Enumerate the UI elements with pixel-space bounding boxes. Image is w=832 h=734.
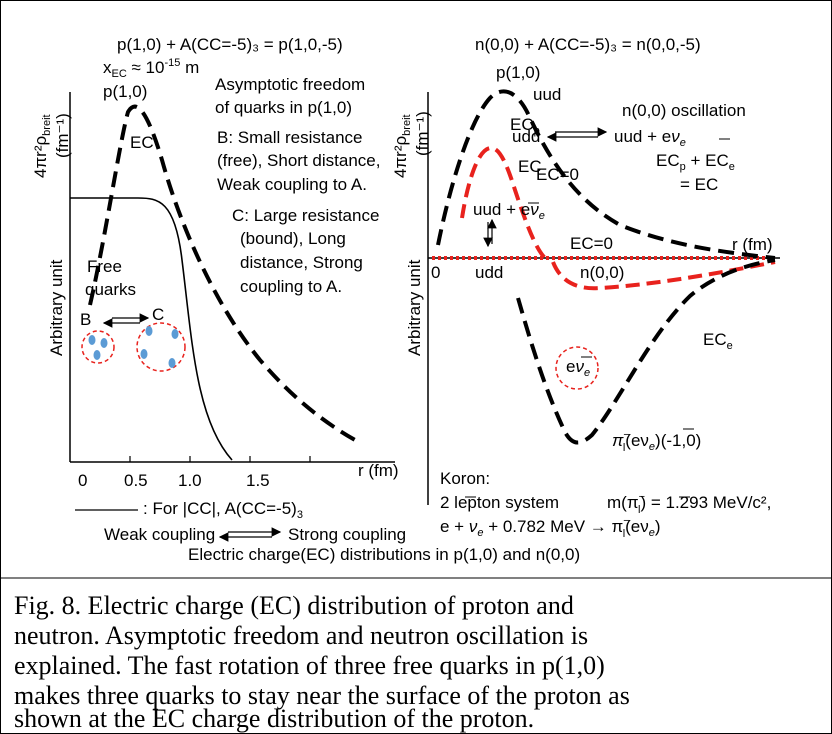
quark-dot xyxy=(171,329,179,339)
right-ylabel-rho: 4πr²ρbreit xyxy=(391,114,413,178)
quark-dot xyxy=(100,338,108,348)
ec-zero-axis: EC=0 xyxy=(570,234,613,253)
n00-label: n(0,0) xyxy=(580,263,624,282)
right-ylabel-unit: (fm⁻¹) xyxy=(413,111,432,156)
uud-mid: uud + eνe xyxy=(473,200,545,222)
osc-title: n(0,0) oscillation xyxy=(622,101,746,120)
ec-zero-left: EC=0 xyxy=(536,165,579,184)
right-xlabel: r (fm) xyxy=(732,235,773,254)
caption-line-5: shown at the EC charge distribution of t… xyxy=(14,704,534,733)
quark-dot xyxy=(168,358,176,368)
caption-line-3: explained. The fast rotation of three fr… xyxy=(14,651,605,680)
udd-label: udd xyxy=(475,263,503,282)
caption-line-4: makes three quarks to stay near the surf… xyxy=(14,681,630,710)
decay-equation: e + νe + 0.782 MeV → π− l(eνe) xyxy=(440,515,661,540)
left-panel: p(1,0) + A(CC=-5)₃ = p(1,0,-5) xEC ≈ 10-… xyxy=(31,35,406,544)
xec-label: xEC ≈ 10-15 m xyxy=(103,57,199,80)
left-tick-05: 0.5 xyxy=(124,471,148,490)
left-tick-0: 0 xyxy=(78,471,87,490)
proton-ec-curve xyxy=(88,104,356,442)
ece-label: ECe xyxy=(703,330,733,352)
right-zero: 0 xyxy=(431,263,440,282)
bottom-label: Electric charge(EC) distributions in p(1… xyxy=(188,545,580,564)
circle-lepton-label: eνe xyxy=(566,357,590,379)
right-panel: n(0,0) + A(CC=-5)₃ = n(0,0,-5) p(1,0) uu… xyxy=(391,35,780,540)
osc-uud: uud + eνe xyxy=(614,127,686,149)
left-ylabel-rho: 4πr²ρbreit xyxy=(31,114,53,178)
c-text-2: (bound), Long xyxy=(240,229,346,248)
strong-coupling-label: Strong coupling xyxy=(288,525,406,544)
sum-line: ECp + ECe xyxy=(656,151,735,173)
b-label: B xyxy=(80,310,91,329)
quark-dot xyxy=(140,349,148,359)
legend-text: : For |CC|, A(CC=-5)3 xyxy=(143,499,303,521)
left-p10-label: p(1,0) xyxy=(103,82,147,101)
quark-circle-c xyxy=(136,322,186,372)
right-ylabel-arb: Arbitrary unit xyxy=(405,259,424,356)
left-ec-label: EC xyxy=(130,133,154,152)
weak-coupling-label: Weak coupling xyxy=(104,525,215,544)
left-tick-15: 1.5 xyxy=(246,471,270,490)
osc-udd: udd xyxy=(512,127,540,146)
quark-dot xyxy=(93,350,101,360)
asym-line2: of quarks in p(1,0) xyxy=(215,98,352,117)
ecp-label: ECp xyxy=(510,115,540,137)
quark-dot xyxy=(145,326,153,336)
left-equation: p(1,0) + A(CC=-5)₃ = p(1,0,-5) xyxy=(117,35,343,54)
free-quarks-2: quarks xyxy=(85,280,136,299)
asym-line1: Asymptotic freedom xyxy=(215,75,365,94)
left-ylabel-arb: Arbitrary unit xyxy=(47,259,66,356)
left-ylabel-unit: (fm⁻¹) xyxy=(53,113,72,158)
quark-dot xyxy=(88,335,96,345)
right-ec-label: EC xyxy=(518,157,542,176)
c-text-1: C: Large resistance xyxy=(232,206,379,225)
ecp-curve xyxy=(436,89,776,260)
mass-equation: m(π− l) = 1.293 MeV/c², xyxy=(607,491,771,516)
b-text-1: B: Small resistance xyxy=(217,128,363,147)
lepton-label: 2 lepton system xyxy=(440,493,559,512)
caption-line-1: Fig. 8. Electric charge (EC) distributio… xyxy=(14,591,574,620)
left-xlabel: r (fm) xyxy=(358,461,399,480)
quark-circle-b xyxy=(81,330,115,364)
right-equation: n(0,0) + A(CC=-5)₃ = n(0,0,-5) xyxy=(475,35,701,54)
b-text-2: (free), Short distance, xyxy=(217,151,380,170)
uud-top: uud xyxy=(533,85,561,104)
free-quarks-1: Free xyxy=(87,257,122,276)
neutron-lower-curve xyxy=(551,260,776,291)
b-text-3: Weak coupling to A. xyxy=(217,175,367,194)
sum-result: = EC xyxy=(680,175,718,194)
c-text-4: coupling to A. xyxy=(240,277,342,296)
c-text-3: distance, Strong xyxy=(240,253,363,272)
neutron-upper-curve xyxy=(460,146,547,260)
left-tick-10: 1.0 xyxy=(178,471,202,490)
pion-label: π− l(eνe)(-1,0) xyxy=(612,429,701,454)
caption-line-2: neutron. Asymptotic freedom and neutron … xyxy=(14,621,588,650)
koron-label: Koron: xyxy=(440,469,490,488)
c-label: C xyxy=(152,305,164,324)
cc-step-curve xyxy=(70,197,233,461)
lepton-circle xyxy=(555,346,599,390)
ece-curve xyxy=(516,258,776,445)
right-p10-label: p(1,0) xyxy=(496,63,540,82)
